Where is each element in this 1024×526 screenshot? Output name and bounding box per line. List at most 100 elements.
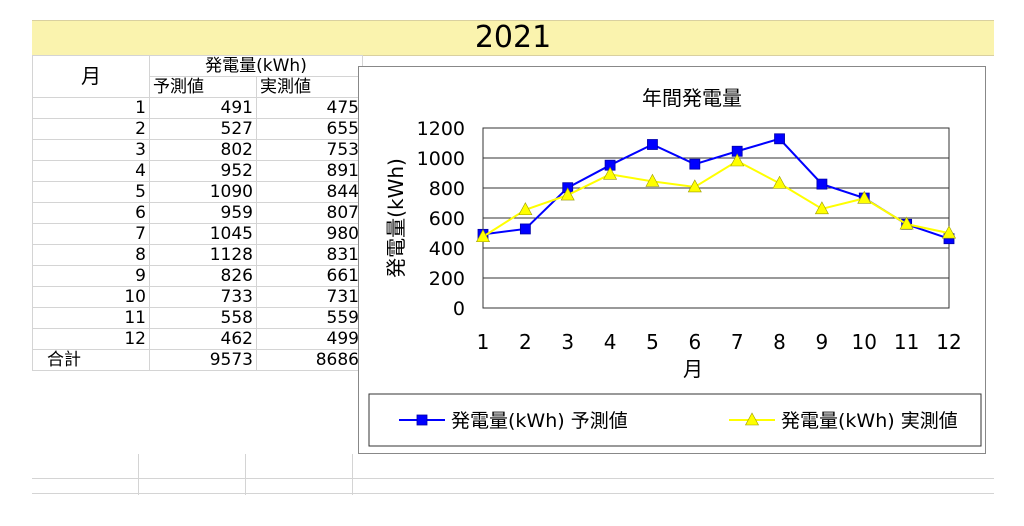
data-point bbox=[941, 225, 957, 239]
chart-title: 年間発電量 bbox=[642, 86, 742, 110]
data-point bbox=[519, 223, 531, 235]
total-actual: 8686 bbox=[256, 349, 363, 371]
x-tick-label: 3 bbox=[561, 330, 574, 354]
forecast-cell: 802 bbox=[149, 139, 257, 161]
month-cell: 6 bbox=[32, 202, 150, 224]
legend-box bbox=[368, 393, 982, 447]
data-point bbox=[730, 153, 745, 167]
table-row: 11 558 559 bbox=[32, 307, 363, 329]
forecast-cell: 558 bbox=[149, 307, 257, 329]
plot-border bbox=[482, 127, 950, 309]
actual-cell: 661 bbox=[256, 265, 363, 287]
y-tick-label: 600 bbox=[429, 208, 465, 230]
x-tick-label: 5 bbox=[646, 330, 659, 354]
forecast-cell: 1045 bbox=[149, 223, 257, 245]
x-tick-label: 8 bbox=[773, 330, 786, 354]
data-point bbox=[687, 179, 702, 193]
table-row: 7 1045 980 bbox=[32, 223, 363, 245]
forecast-cell: 1090 bbox=[149, 181, 257, 203]
x-tick-label: 10 bbox=[852, 330, 877, 354]
x-tick-label: 1 bbox=[477, 330, 490, 354]
legend-marker bbox=[416, 414, 428, 426]
data-point bbox=[689, 158, 701, 170]
actual-header: 実測値 bbox=[256, 76, 363, 98]
forecast-cell: 826 bbox=[149, 265, 257, 287]
month-cell: 5 bbox=[32, 181, 150, 203]
grid-line bbox=[138, 454, 139, 495]
month-cell: 10 bbox=[32, 286, 150, 308]
forecast-cell: 1128 bbox=[149, 244, 257, 266]
data-point bbox=[518, 202, 533, 216]
year-banner: 2021 bbox=[32, 20, 994, 56]
actual-cell: 499 bbox=[256, 328, 363, 350]
generation-header: 発電量(kWh) bbox=[149, 55, 363, 77]
month-cell: 7 bbox=[32, 223, 150, 245]
empty-rows bbox=[32, 464, 994, 494]
x-tick-label: 12 bbox=[936, 330, 961, 354]
grid-line bbox=[245, 454, 246, 495]
month-header: 月 bbox=[32, 55, 150, 98]
data-point bbox=[560, 187, 575, 201]
forecast-cell: 462 bbox=[149, 328, 257, 350]
month-cell: 4 bbox=[32, 160, 150, 182]
month-cell: 12 bbox=[32, 328, 150, 350]
table-row: 9 826 661 bbox=[32, 265, 363, 287]
legend-label: 発電量(kWh) 予測値 bbox=[451, 410, 628, 432]
x-tick-label: 7 bbox=[731, 330, 744, 354]
y-tick-label: 800 bbox=[429, 178, 465, 200]
table-row: 10 733 731 bbox=[32, 286, 363, 308]
forecast-cell: 491 bbox=[149, 97, 257, 119]
y-tick-label: 400 bbox=[429, 238, 465, 260]
series-line bbox=[482, 137, 950, 240]
table-row: 2 527 655 bbox=[32, 118, 363, 140]
forecast-cell: 527 bbox=[149, 118, 257, 140]
x-tick-label: 4 bbox=[604, 330, 617, 354]
data-point bbox=[475, 229, 491, 243]
x-axis-label: 月 bbox=[683, 357, 703, 381]
x-tick-label: 6 bbox=[688, 330, 701, 354]
actual-cell: 753 bbox=[256, 139, 363, 161]
actual-cell: 844 bbox=[256, 181, 363, 203]
data-point bbox=[857, 190, 872, 204]
month-cell: 3 bbox=[32, 139, 150, 161]
y-axis-label: 発電量(kWh) bbox=[384, 158, 408, 278]
total-forecast: 9573 bbox=[149, 349, 257, 371]
y-tick-label: 1000 bbox=[417, 148, 465, 170]
table-row: 5 1090 844 bbox=[32, 181, 363, 203]
x-tick-label: 11 bbox=[894, 330, 919, 354]
legend-label: 発電量(kWh) 実測値 bbox=[781, 410, 958, 432]
actual-cell: 807 bbox=[256, 202, 363, 224]
x-tick-label: 2 bbox=[519, 330, 532, 354]
data-point bbox=[603, 166, 618, 180]
y-tick-label: 1200 bbox=[417, 118, 465, 140]
actual-cell: 731 bbox=[256, 286, 363, 308]
forecast-cell: 959 bbox=[149, 202, 257, 224]
year-title: 2021 bbox=[474, 20, 552, 55]
grid-line bbox=[352, 454, 353, 495]
total-label: 合計 bbox=[32, 349, 150, 371]
actual-cell: 559 bbox=[256, 307, 363, 329]
data-point bbox=[774, 133, 785, 145]
table-row: 4 952 891 bbox=[32, 160, 363, 182]
data-point bbox=[816, 178, 828, 190]
month-cell: 9 bbox=[32, 265, 150, 287]
y-tick-label: 200 bbox=[429, 268, 465, 290]
actual-cell: 891 bbox=[256, 160, 363, 182]
table-row: 3 802 753 bbox=[32, 139, 363, 161]
legend-marker bbox=[744, 412, 760, 426]
actual-cell: 831 bbox=[256, 244, 363, 266]
data-point bbox=[814, 201, 829, 215]
month-cell: 1 bbox=[32, 97, 150, 119]
month-cell: 8 bbox=[32, 244, 150, 266]
table-row: 12 462 499 bbox=[32, 328, 363, 350]
data-point bbox=[772, 175, 787, 189]
data-point bbox=[645, 173, 660, 187]
forecast-cell: 952 bbox=[149, 160, 257, 182]
table-row: 8 1128 831 bbox=[32, 244, 363, 266]
actual-cell: 475 bbox=[256, 97, 363, 119]
table-row: 6 959 807 bbox=[32, 202, 363, 224]
data-point bbox=[647, 139, 658, 150]
chart-area: 年間発電量 0 200 400 600 800 1000 1200 1 2 3 4 5 6 7 8 9 10 11 1… bbox=[358, 66, 986, 454]
actual-cell: 655 bbox=[256, 118, 363, 140]
